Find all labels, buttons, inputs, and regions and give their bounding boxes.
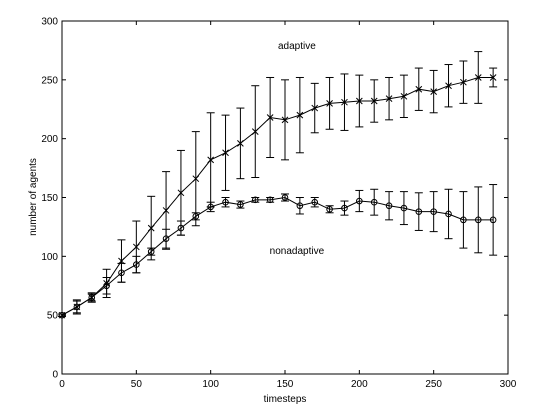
- x-tick-label: 200: [351, 379, 368, 390]
- data-point-adaptive: [445, 82, 452, 90]
- data-point-nonadaptive: [103, 282, 110, 290]
- data-point-nonadaptive: [460, 216, 467, 224]
- y-tick-label: 150: [41, 193, 58, 204]
- x-tick-label: 50: [131, 379, 143, 390]
- data-point-nonadaptive: [192, 213, 200, 220]
- y-axis-label: number of agents: [28, 158, 39, 236]
- data-point-nonadaptive: [73, 303, 81, 311]
- annotation-adaptive: adaptive: [278, 41, 316, 52]
- y-tick-label: 300: [41, 17, 58, 28]
- data-point-nonadaptive: [147, 248, 155, 255]
- data-point-adaptive: [132, 243, 140, 251]
- data-point-adaptive: [192, 175, 200, 183]
- data-point-adaptive: [400, 92, 408, 100]
- error-bar-nonadaptive: [489, 184, 498, 256]
- x-tick-label: 300: [500, 379, 517, 390]
- y-tick-label: 250: [41, 75, 58, 86]
- data-point-adaptive: [355, 97, 363, 105]
- data-point-adaptive: [341, 98, 348, 106]
- y-tick-label: 200: [41, 134, 58, 145]
- data-point-nonadaptive: [370, 198, 378, 206]
- x-tick-label: 0: [59, 379, 65, 390]
- data-point-nonadaptive: [251, 196, 259, 204]
- data-point-nonadaptive: [177, 224, 185, 232]
- data-point-adaptive: [237, 140, 244, 147]
- data-point-nonadaptive: [415, 208, 423, 215]
- data-point-adaptive: [370, 97, 378, 105]
- data-point-adaptive: [207, 156, 215, 164]
- data-point-adaptive: [474, 74, 482, 81]
- data-point-nonadaptive: [133, 261, 140, 268]
- data-point-adaptive: [326, 100, 333, 107]
- data-point-adaptive: [162, 207, 170, 214]
- data-point-adaptive: [281, 116, 289, 124]
- data-point-nonadaptive: [296, 202, 304, 210]
- data-point-nonadaptive: [311, 198, 319, 206]
- series-lines: [61, 77, 494, 316]
- x-tick-label: 100: [202, 379, 219, 390]
- data-point-adaptive: [296, 111, 304, 119]
- data-point-nonadaptive: [489, 216, 497, 224]
- data-point-nonadaptive: [281, 194, 289, 201]
- data-point-nonadaptive: [237, 201, 244, 208]
- data-point-nonadaptive: [58, 311, 66, 319]
- data-point-nonadaptive: [266, 196, 274, 204]
- data-point-adaptive: [118, 257, 125, 265]
- data-point-adaptive: [385, 95, 393, 103]
- data-point-nonadaptive: [445, 210, 452, 218]
- data-point-nonadaptive: [356, 197, 363, 205]
- data-point-adaptive: [222, 149, 229, 157]
- data-point-nonadaptive: [118, 269, 125, 277]
- data-point-nonadaptive: [341, 204, 348, 212]
- data-point-adaptive: [177, 189, 185, 197]
- data-point-nonadaptive: [88, 294, 96, 301]
- series-line-adaptive: [61, 77, 494, 316]
- data-point-adaptive: [415, 85, 423, 93]
- axis-ticks: 0 50 100 150 200 250 300 0 50 100 150 200 250 300: [41, 17, 516, 391]
- data-point-nonadaptive: [474, 216, 482, 224]
- y-tick-label: 0: [52, 370, 58, 381]
- y-tick-label: 50: [47, 311, 59, 322]
- data-point-nonadaptive: [222, 198, 229, 206]
- data-point-nonadaptive: [400, 204, 408, 212]
- data-point-adaptive: [430, 88, 438, 95]
- data-point-nonadaptive: [207, 203, 214, 211]
- x-axis-label: timesteps: [264, 394, 307, 405]
- data-point-nonadaptive: [326, 205, 333, 213]
- data-point-adaptive: [311, 104, 319, 112]
- annotation-nonadaptive: nonadaptive: [270, 246, 325, 257]
- x-tick-label: 250: [425, 379, 442, 390]
- data-point-nonadaptive: [430, 208, 437, 215]
- data-point-adaptive: [251, 128, 259, 135]
- y-tick-label: 100: [41, 252, 58, 263]
- data-point-adaptive: [266, 114, 274, 121]
- data-point-adaptive: [489, 74, 497, 81]
- series-markers: [58, 74, 497, 319]
- x-tick-label: 150: [277, 379, 294, 390]
- data-point-adaptive: [460, 78, 467, 86]
- data-point-nonadaptive: [385, 202, 393, 210]
- data-point-adaptive: [147, 224, 155, 232]
- data-point-nonadaptive: [162, 235, 170, 242]
